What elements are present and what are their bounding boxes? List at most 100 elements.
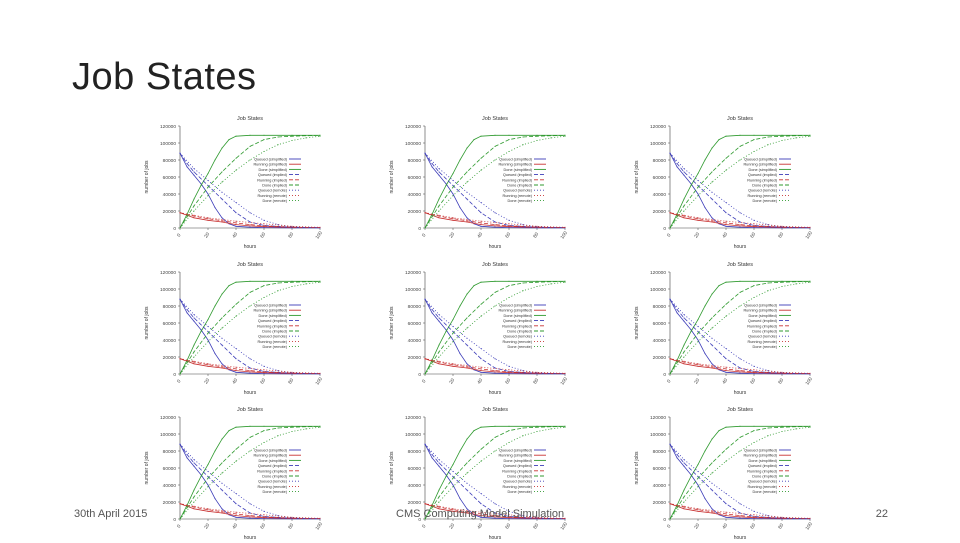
data-point: [683, 217, 685, 219]
data-point: [508, 373, 510, 375]
x-axis-label: hours: [734, 535, 747, 541]
x-tick-label: 80: [532, 377, 540, 385]
y-tick-label: 80000: [163, 158, 177, 164]
x-tick-label: 40: [476, 377, 484, 385]
data-point: [690, 330, 692, 333]
data-point: [753, 226, 755, 228]
x-tick-label: 100: [804, 376, 814, 386]
data-point: [697, 364, 699, 366]
data-point: [193, 356, 195, 358]
data-point: [536, 135, 538, 137]
data-point: [494, 503, 496, 505]
data-point: [781, 134, 783, 136]
data-point: [697, 484, 699, 486]
data-point: [221, 317, 223, 319]
data-point: [697, 508, 699, 510]
data-point: [711, 438, 713, 440]
legend-label: Done (remote): [508, 490, 533, 494]
series-line: [179, 135, 321, 229]
x-tick-label: 60: [749, 231, 757, 239]
data-point: [466, 293, 468, 295]
y-tick-label: 60000: [408, 466, 422, 472]
data-point: [424, 373, 426, 375]
data-point: [480, 503, 482, 505]
data-point: [683, 317, 685, 319]
data-point: [753, 139, 755, 141]
data-point: [739, 425, 741, 427]
data-point: [564, 426, 566, 428]
y-axis-label: number of jobs: [389, 160, 395, 194]
data-point: [186, 453, 188, 455]
data-point: [235, 315, 237, 317]
data-point: [753, 223, 755, 225]
data-point: [508, 296, 510, 299]
data-point: [494, 159, 496, 161]
data-point: [494, 371, 496, 373]
data-point: [725, 220, 727, 222]
data-point: [438, 167, 440, 170]
slide-title: Job States: [72, 56, 257, 98]
data-point: [221, 221, 223, 223]
data-point: [452, 464, 454, 466]
data-point: [235, 370, 237, 372]
chart-panel-5: Job States 0 20000 40000 60000 80000 100000 120…: [385, 258, 575, 398]
data-point: [494, 221, 496, 223]
data-point: [291, 280, 293, 282]
data-point: [193, 171, 195, 173]
data-point: [480, 516, 482, 518]
y-tick-label: 20000: [163, 209, 177, 215]
data-point: [319, 280, 321, 282]
series-line: [424, 280, 565, 375]
data-point: [214, 450, 216, 452]
legend-label: Done (remote): [263, 199, 288, 203]
data-point: [725, 212, 727, 214]
data-point: [711, 317, 713, 319]
legend-label: Running (implied): [257, 178, 287, 182]
data-point: [235, 157, 237, 159]
data-point: [452, 486, 454, 488]
data-point: [445, 330, 447, 333]
series-line: [179, 280, 321, 375]
data-point: [452, 319, 454, 321]
data-point: [809, 135, 811, 137]
data-point: [725, 222, 727, 224]
data-point: [739, 371, 741, 373]
data-point: [669, 227, 671, 229]
data-point: [235, 426, 237, 428]
data-point: [739, 516, 741, 518]
chart-title: Job States: [727, 262, 753, 268]
chart-panel-4: Job States 0 20000 40000 60000 80000 100000 120…: [140, 258, 330, 398]
data-point: [508, 219, 510, 221]
y-axis-label: number of jobs: [634, 306, 640, 340]
data-point: [711, 364, 713, 367]
y-tick-label: 40000: [653, 338, 667, 344]
data-point: [459, 450, 461, 452]
series-line: [179, 503, 321, 519]
data-point: [249, 516, 251, 518]
legend-label: Queued (simplified): [254, 449, 288, 453]
data-point: [263, 134, 265, 136]
data-point: [697, 330, 699, 333]
data-point: [193, 496, 195, 498]
data-point: [725, 426, 727, 428]
legend-label: Queued (simplified): [499, 158, 533, 162]
data-point: [494, 367, 496, 369]
data-point: [508, 517, 510, 519]
legend-label: Running (implied): [257, 324, 287, 328]
data-point: [193, 501, 195, 503]
data-point: [522, 435, 524, 437]
x-tick-label: 0: [176, 232, 183, 238]
data-point: [438, 360, 440, 362]
data-point: [249, 503, 251, 505]
data-point: [494, 512, 496, 514]
legend-label: Queued (implied): [748, 319, 778, 323]
y-tick-label: 0: [663, 372, 666, 378]
data-point: [207, 319, 209, 321]
legend-label: Queued (simplified): [744, 304, 778, 308]
data-point: [739, 367, 741, 369]
data-point: [725, 315, 727, 317]
data-point: [739, 280, 741, 282]
legend-label: Done (remote): [753, 345, 778, 349]
legend-label: Done (remote): [508, 199, 533, 203]
data-point: [753, 219, 755, 221]
